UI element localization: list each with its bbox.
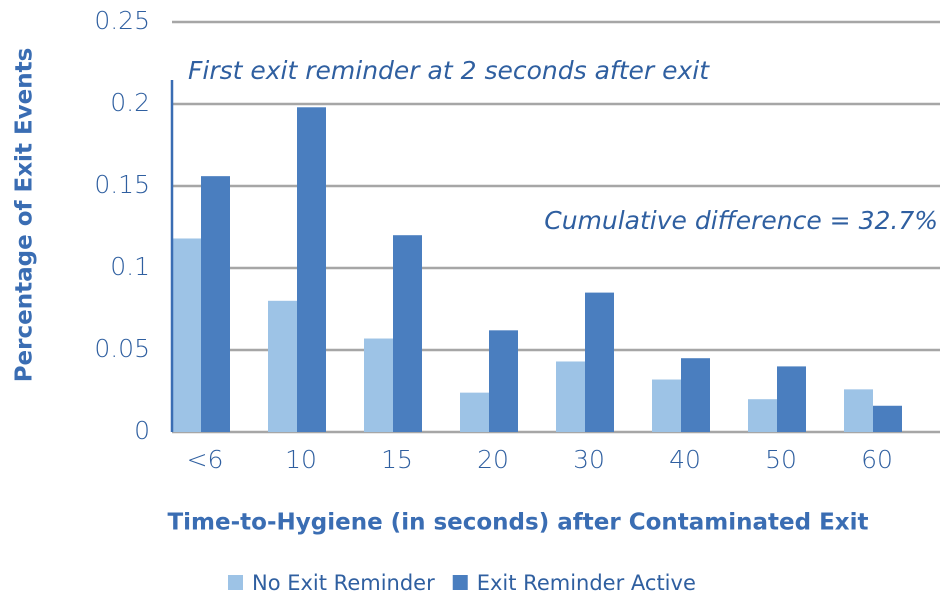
- y-tick-label: 0.2: [110, 88, 150, 117]
- bar: [777, 366, 806, 432]
- bar: [364, 338, 393, 432]
- bar: [489, 330, 518, 432]
- bar: [297, 107, 326, 432]
- legend-label: Exit Reminder Active: [477, 571, 696, 595]
- y-tick-label: 0.1: [110, 252, 150, 281]
- legend-swatch: [228, 575, 243, 590]
- bar: [393, 235, 422, 432]
- bar: [201, 176, 230, 432]
- y-tick-label: 0.15: [94, 170, 150, 199]
- x-tick-label: <6: [187, 445, 224, 474]
- annotation: First exit reminder at 2 seconds after e…: [188, 56, 710, 85]
- x-tick-label: 15: [381, 445, 413, 474]
- y-tick-label: 0.05: [94, 334, 150, 363]
- bar: [268, 300, 297, 432]
- bar: [556, 361, 585, 432]
- x-tick-label: 30: [573, 445, 605, 474]
- bar: [681, 358, 710, 432]
- x-tick-label: 10: [285, 445, 317, 474]
- bar: [873, 405, 902, 432]
- y-axis-title: Percentage of Exit Events: [12, 48, 38, 383]
- bar: [172, 238, 201, 432]
- bar: [585, 292, 614, 432]
- x-axis-title: Time-to-Hygiene (in seconds) after Conta…: [167, 510, 868, 536]
- x-tick-label: 40: [669, 445, 701, 474]
- bar: [748, 399, 777, 432]
- legend-swatch: [452, 575, 468, 590]
- annotation: Cumulative difference = 32.7%: [544, 206, 938, 235]
- bar: [652, 379, 681, 432]
- bar: [844, 389, 873, 432]
- x-tick-label: 60: [861, 445, 893, 474]
- y-tick-label: 0: [134, 416, 150, 445]
- legend-label: No Exit Reminder: [252, 571, 435, 595]
- x-tick-label: 50: [765, 445, 797, 474]
- bar: [460, 392, 489, 432]
- y-tick-label: 0.25: [94, 6, 150, 35]
- x-tick-label: 20: [477, 445, 509, 474]
